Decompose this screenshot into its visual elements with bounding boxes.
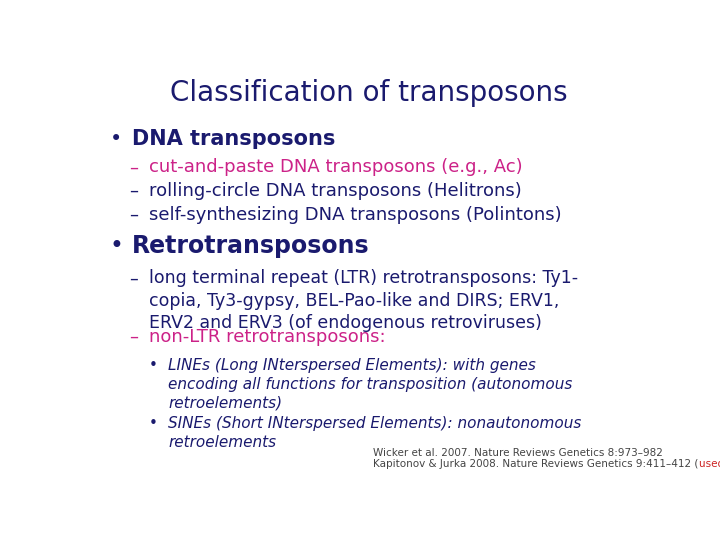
Text: Retrotransposons: Retrotransposons [132,234,369,258]
Text: –: – [129,182,138,200]
Text: –: – [129,158,138,177]
Text: non-LTR retrotransposons:: non-LTR retrotransposons: [148,328,385,346]
Text: rolling-circle DNA transposons (Helitrons): rolling-circle DNA transposons (Helitron… [148,182,521,200]
Text: LINEs (Long INterspersed Elements): with genes
encoding all functions for transp: LINEs (Long INterspersed Elements): with… [168,358,572,410]
Text: –: – [129,206,138,224]
Text: DNA transposons: DNA transposons [132,129,336,149]
Text: –: – [129,328,138,346]
Text: cut-and-paste DNA transposons (e.g., Ac): cut-and-paste DNA transposons (e.g., Ac) [148,158,522,177]
Text: •: • [109,234,123,258]
Text: •: • [148,416,158,431]
Text: Kapitonov & Jurka 2008. Nature Reviews Genetics 9:411–412 (: Kapitonov & Jurka 2008. Nature Reviews G… [374,459,699,469]
Text: used here: used here [699,459,720,469]
Text: Wicker et al. 2007. Nature Reviews Genetics 8:973–982: Wicker et al. 2007. Nature Reviews Genet… [374,448,663,458]
Text: –: – [129,269,138,287]
Text: •: • [148,358,158,373]
Text: Classification of transposons: Classification of transposons [170,79,568,107]
Text: long terminal repeat (LTR) retrotransposons: Ty1-
copia, Ty3-gypsy, BEL-Pao-like: long terminal repeat (LTR) retrotranspos… [148,269,577,332]
Text: •: • [109,129,122,149]
Text: self-synthesizing DNA transposons (Polintons): self-synthesizing DNA transposons (Polin… [148,206,561,224]
Text: SINEs (Short INterspersed Elements): nonautonomous
retroelements: SINEs (Short INterspersed Elements): non… [168,416,582,450]
